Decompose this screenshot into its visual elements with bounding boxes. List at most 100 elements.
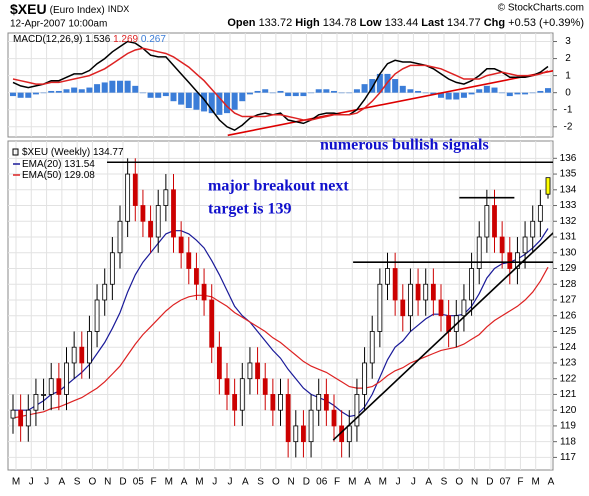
candle-body xyxy=(285,394,291,443)
candle-body xyxy=(132,173,138,206)
histogram-bar xyxy=(331,90,337,93)
histogram-bar xyxy=(94,84,101,93)
histogram-bar xyxy=(185,92,192,109)
candle-body xyxy=(10,409,16,419)
candle-body xyxy=(354,394,360,427)
histogram-bar xyxy=(453,92,460,100)
histogram-bar xyxy=(323,89,330,93)
x-tick-label: D xyxy=(119,477,126,488)
x-tick-label: F xyxy=(517,477,523,488)
histogram-bar xyxy=(514,92,521,95)
header-date: 12-Apr-2007 10:00am xyxy=(10,19,107,30)
histogram-bar xyxy=(468,92,475,95)
histogram-bar xyxy=(139,92,146,94)
candle-body xyxy=(484,205,490,238)
candle-body xyxy=(171,189,176,238)
candle-body xyxy=(255,362,260,380)
candle-body xyxy=(293,425,299,443)
histogram-bar xyxy=(338,92,345,94)
candle-body xyxy=(331,409,337,427)
histogram-bar xyxy=(361,84,368,93)
histogram-bar xyxy=(155,92,162,98)
y-tick-label: 117 xyxy=(560,452,576,463)
histogram-bar xyxy=(117,80,123,93)
candle-body xyxy=(515,252,520,269)
candle-body xyxy=(71,346,77,364)
candle-body xyxy=(201,283,207,301)
x-tick-label: J xyxy=(396,477,401,488)
ema20-legend: EMA(20) 131.54 xyxy=(22,159,95,170)
y-tick-label: 0 xyxy=(565,87,571,98)
histogram-bar xyxy=(262,89,269,93)
histogram-bar xyxy=(101,82,108,93)
candle-body xyxy=(18,409,24,427)
candle-body xyxy=(499,236,505,254)
candle-body xyxy=(400,299,406,317)
x-tick-label: O xyxy=(89,477,97,488)
candle-body xyxy=(209,299,215,348)
candle-body xyxy=(232,394,238,411)
candle-body xyxy=(415,283,421,301)
y-tick-label: 132 xyxy=(560,216,577,227)
histogram-bar xyxy=(369,79,376,93)
x-tick-label: M xyxy=(12,477,20,488)
source: © StockCharts.com xyxy=(498,3,584,14)
y-tick-label: 3 xyxy=(565,36,571,47)
y-tick-label: 136 xyxy=(560,153,577,164)
header-quote: Open 133.72 High 134.78 Low 133.44 Last … xyxy=(227,17,584,29)
candle-body xyxy=(48,378,54,395)
y-tick-label: 125 xyxy=(560,326,577,337)
x-tick-label: S xyxy=(74,477,81,488)
histogram-bar xyxy=(422,92,429,94)
candle-body xyxy=(64,362,69,395)
histogram-bar xyxy=(132,85,139,93)
header-symbol: $XEU (Euro Index) INDX xyxy=(10,1,129,17)
x-tick-label: M xyxy=(165,477,173,488)
candle-body xyxy=(33,394,39,411)
histogram-bar xyxy=(254,90,261,93)
histogram-bar xyxy=(430,92,437,95)
histogram-bar xyxy=(239,92,246,102)
candle-body xyxy=(545,177,551,195)
y-tick-label: 124 xyxy=(560,342,577,353)
y-tick-label: 131 xyxy=(560,232,577,243)
histogram-bar xyxy=(124,80,131,93)
legend-icon xyxy=(12,148,19,156)
candle-body xyxy=(155,205,161,238)
histogram-bar xyxy=(25,92,32,98)
y-tick-label: 135 xyxy=(560,169,577,180)
histogram-bar xyxy=(407,89,414,93)
histogram-bar xyxy=(55,90,62,93)
histogram-bar xyxy=(109,80,116,93)
histogram-bar xyxy=(231,92,238,110)
candle-body xyxy=(308,409,314,443)
histogram-bar xyxy=(476,89,483,93)
candle-body xyxy=(194,268,199,285)
candle-body xyxy=(125,173,131,222)
histogram-bar xyxy=(300,92,307,97)
y-tick-label: 1 xyxy=(565,70,571,81)
candle-body xyxy=(492,205,497,238)
y-tick-label: -1 xyxy=(564,104,573,115)
candle-body xyxy=(438,299,444,317)
trend-line xyxy=(227,70,553,137)
x-tick-label: O xyxy=(272,477,280,488)
y-tick-label: 134 xyxy=(560,184,577,195)
histogram-bar xyxy=(438,92,444,98)
histogram-bar xyxy=(32,92,39,95)
candle-body xyxy=(346,425,352,443)
annotation: target is 139 xyxy=(208,201,292,218)
candle-body xyxy=(186,252,192,269)
candle-body xyxy=(148,220,153,238)
trend-line xyxy=(332,231,553,441)
candle-body xyxy=(140,205,146,222)
y-tick-label: 119 xyxy=(560,421,576,432)
histogram-bar xyxy=(17,92,24,98)
histogram-bar xyxy=(460,92,467,98)
candle-body xyxy=(507,252,513,269)
x-tick-label: 05 xyxy=(133,477,145,488)
x-tick-label: J xyxy=(411,477,416,488)
histogram-bar xyxy=(201,92,208,112)
y-tick-label: -2 xyxy=(564,121,573,132)
